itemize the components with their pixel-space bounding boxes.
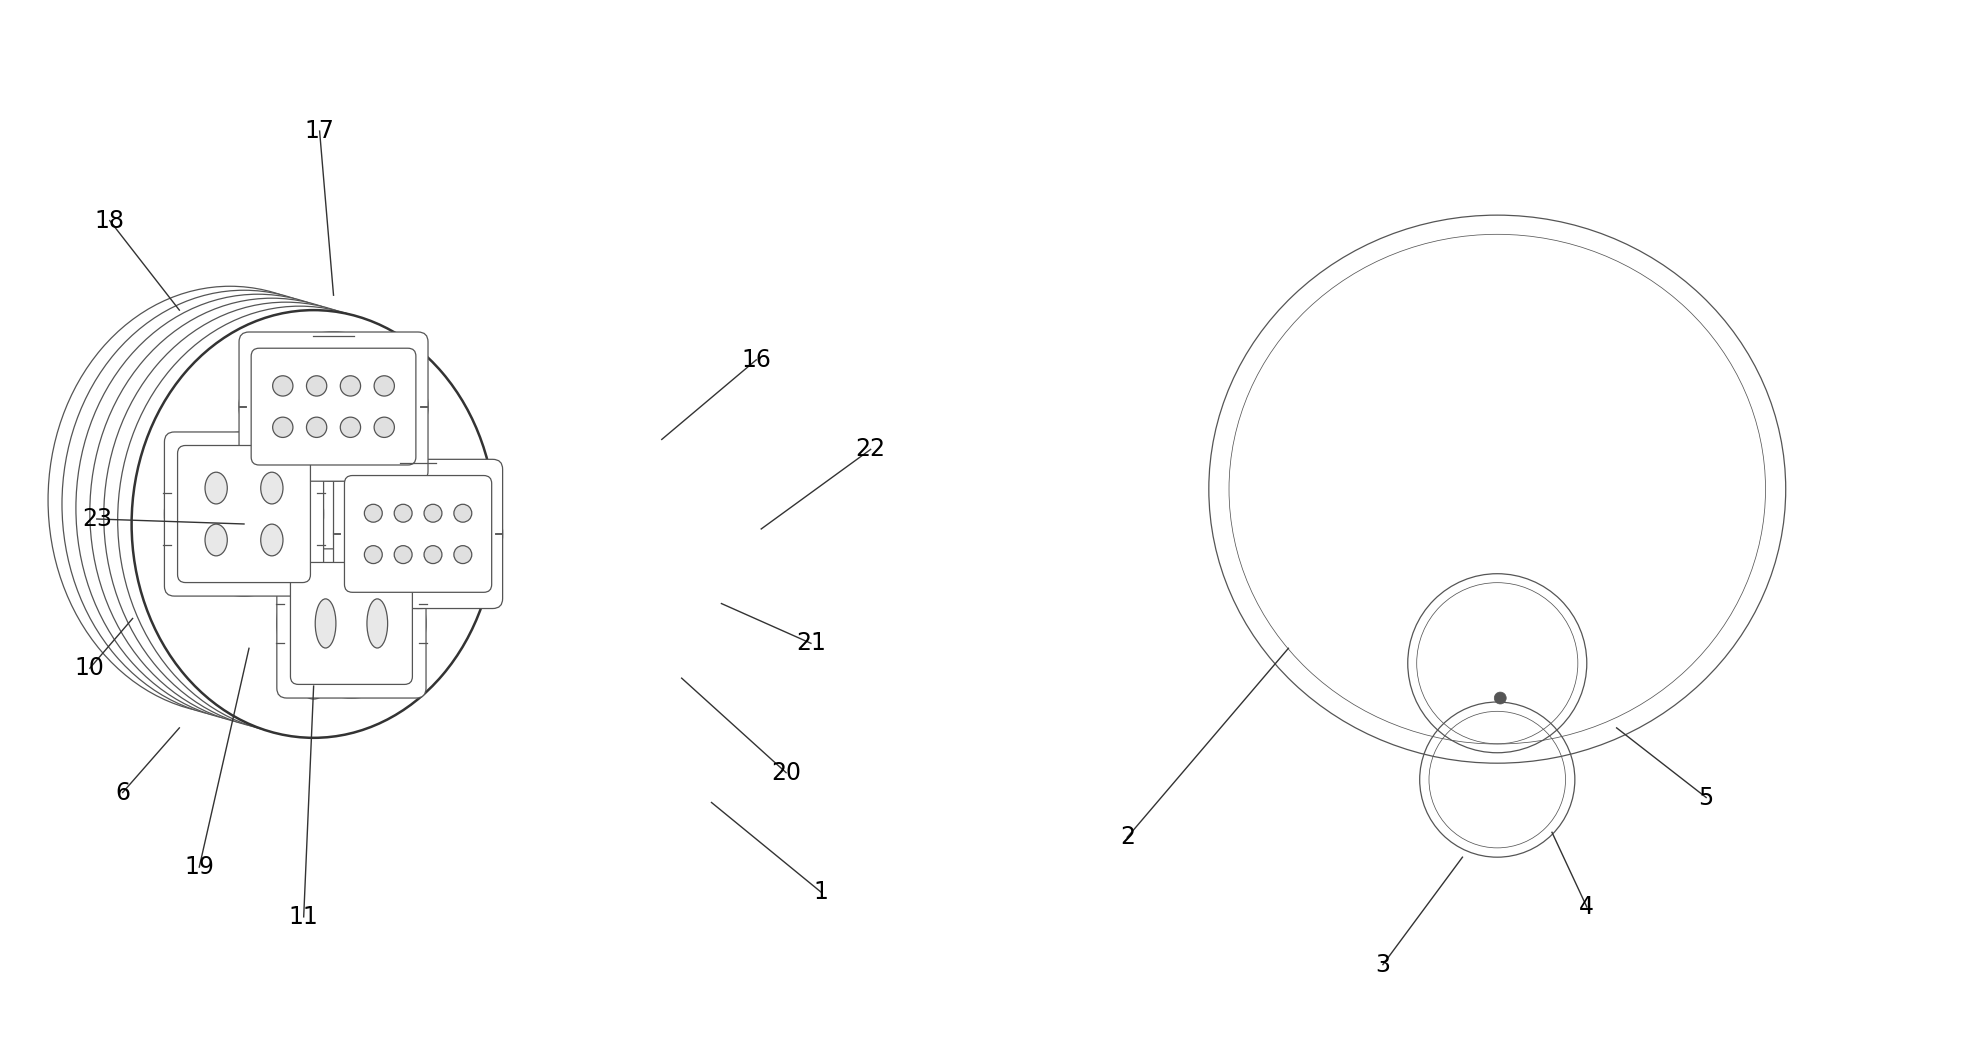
Ellipse shape	[364, 545, 382, 563]
Text: 3: 3	[1375, 953, 1391, 977]
Ellipse shape	[277, 549, 425, 698]
Ellipse shape	[47, 287, 412, 714]
FancyBboxPatch shape	[239, 332, 427, 481]
Ellipse shape	[261, 524, 283, 556]
Ellipse shape	[340, 417, 360, 437]
Text: 21: 21	[796, 632, 825, 656]
Ellipse shape	[394, 545, 412, 563]
Ellipse shape	[307, 417, 327, 437]
Ellipse shape	[315, 598, 336, 648]
Text: 23: 23	[81, 507, 111, 531]
Text: 19: 19	[184, 855, 214, 879]
Text: 11: 11	[289, 905, 319, 929]
Ellipse shape	[1209, 215, 1785, 764]
Text: 4: 4	[1579, 895, 1595, 918]
FancyBboxPatch shape	[251, 348, 416, 465]
Ellipse shape	[273, 376, 293, 396]
Ellipse shape	[206, 472, 228, 504]
Ellipse shape	[61, 290, 425, 718]
Text: 18: 18	[95, 209, 125, 233]
Text: 22: 22	[855, 437, 887, 461]
Ellipse shape	[261, 472, 283, 504]
Ellipse shape	[103, 302, 467, 729]
Text: 1: 1	[813, 880, 829, 904]
Ellipse shape	[424, 545, 441, 563]
FancyBboxPatch shape	[178, 446, 311, 583]
Ellipse shape	[453, 504, 471, 523]
FancyBboxPatch shape	[277, 549, 425, 698]
FancyBboxPatch shape	[291, 562, 412, 685]
Ellipse shape	[374, 417, 394, 437]
Ellipse shape	[366, 598, 388, 648]
Text: 16: 16	[742, 348, 772, 372]
Ellipse shape	[453, 545, 471, 563]
Ellipse shape	[117, 307, 481, 734]
Text: 2: 2	[1120, 825, 1134, 849]
Ellipse shape	[424, 504, 441, 523]
Ellipse shape	[1229, 235, 1765, 744]
Ellipse shape	[307, 376, 327, 396]
Circle shape	[1494, 692, 1506, 704]
FancyBboxPatch shape	[164, 432, 325, 596]
Text: 20: 20	[772, 761, 801, 784]
Ellipse shape	[374, 376, 394, 396]
Text: 5: 5	[1698, 785, 1714, 809]
FancyBboxPatch shape	[334, 459, 503, 609]
Ellipse shape	[273, 417, 293, 437]
Ellipse shape	[89, 298, 453, 726]
Text: 6: 6	[115, 780, 131, 804]
Ellipse shape	[394, 504, 412, 523]
Ellipse shape	[364, 504, 382, 523]
Ellipse shape	[75, 294, 439, 722]
Ellipse shape	[206, 524, 228, 556]
Text: 10: 10	[75, 657, 105, 681]
Ellipse shape	[133, 310, 495, 738]
Text: 17: 17	[305, 119, 334, 143]
FancyBboxPatch shape	[344, 476, 491, 592]
Ellipse shape	[334, 459, 503, 609]
Ellipse shape	[164, 432, 325, 596]
Ellipse shape	[340, 376, 360, 396]
Ellipse shape	[239, 332, 427, 481]
